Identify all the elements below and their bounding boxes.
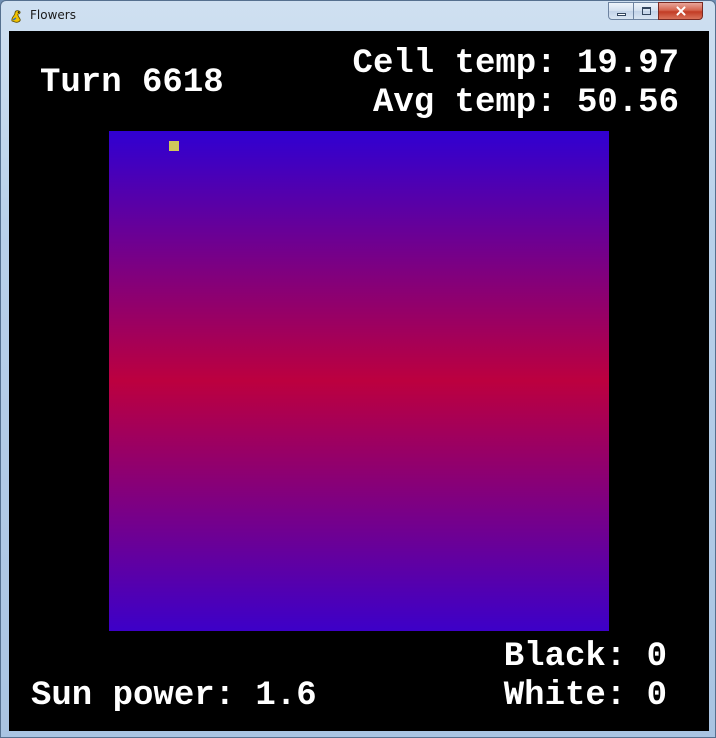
close-button[interactable] [658,2,703,20]
temperature-field[interactable] [109,131,609,631]
black-flower-count: Black: 0 [503,638,667,676]
pygame-snake-icon [11,10,21,23]
temperature-map[interactable] [109,131,609,631]
selected-cell-cursor [169,141,179,151]
cell-temp-readout: Cell temp: 19.97 [352,45,679,83]
sun-power-readout: Sun power: 1.6 [31,677,317,715]
maximize-button[interactable] [633,2,659,20]
game-canvas[interactable]: Turn 6618 Cell temp: 19.97 Avg temp: 50.… [9,31,709,731]
turn-counter: Turn 6618 [40,64,224,102]
minimize-button[interactable] [608,2,634,20]
avg-temp-readout: Avg temp: 50.56 [372,84,679,122]
window-title: Flowers [30,8,76,22]
temperature-gradient [109,131,609,631]
title-bar[interactable]: Flowers [1,1,715,31]
white-flower-count: White: 0 [503,677,667,715]
